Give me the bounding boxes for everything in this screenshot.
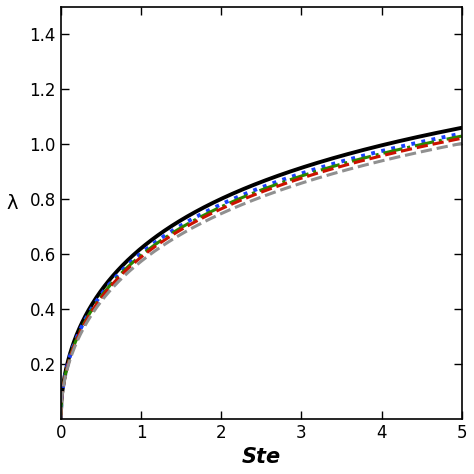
Y-axis label: λ: λ [7,194,18,213]
X-axis label: Ste: Ste [242,447,281,467]
